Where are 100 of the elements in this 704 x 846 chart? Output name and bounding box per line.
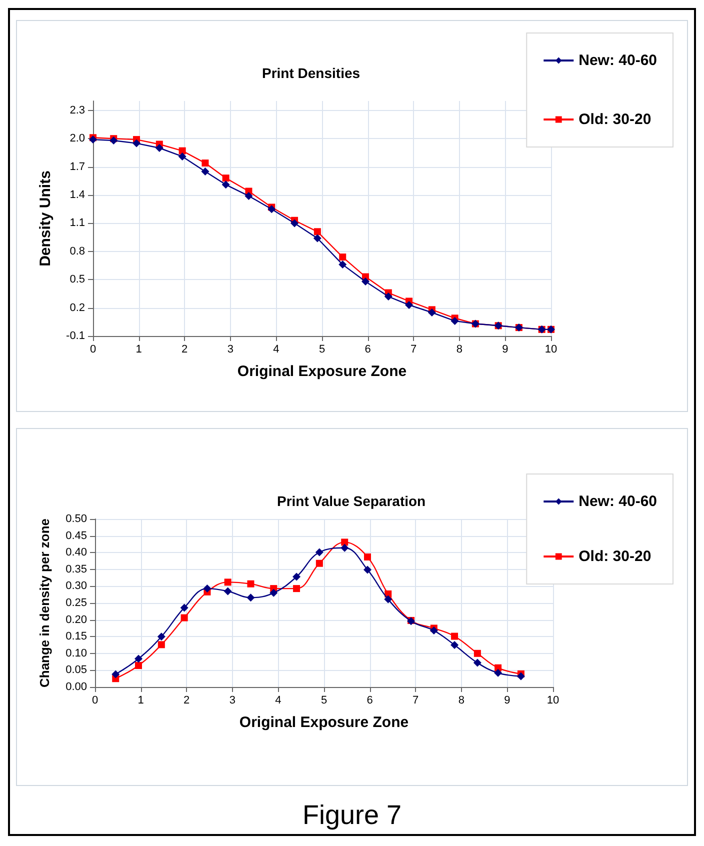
x-tick-label: 8: [458, 694, 464, 706]
y-tick-label: 0.05: [66, 664, 87, 676]
y-tick-label: 2.0: [70, 132, 85, 145]
x-tick-label: 10: [546, 694, 560, 706]
point: [384, 595, 392, 604]
point: [135, 662, 142, 669]
point: [338, 260, 347, 269]
caption: Figure 7: [301, 800, 403, 831]
point: [362, 277, 370, 286]
point: [292, 572, 301, 581]
y-tick-label: 0.8: [70, 245, 85, 258]
point: [405, 300, 414, 309]
x-axis-title: Original Exposure Zone: [237, 363, 407, 380]
point: [428, 308, 436, 316]
point: [270, 588, 278, 597]
point: [178, 152, 186, 160]
point: [246, 594, 255, 602]
point: [268, 205, 276, 214]
point: [316, 560, 323, 567]
point: [112, 670, 120, 678]
point: [293, 585, 300, 592]
x-tick-label: 9: [504, 694, 510, 706]
point: [314, 228, 321, 236]
point: [474, 650, 481, 657]
chart-title: Print Densities: [262, 65, 360, 81]
point: [339, 254, 346, 261]
point: [473, 658, 482, 667]
y-tick-label: 0.20: [66, 614, 87, 626]
x-tick-label: 7: [412, 694, 419, 706]
y-tick-label: 0.10: [66, 647, 87, 660]
y-tick-label: 0.30: [66, 580, 87, 592]
point: [290, 219, 299, 228]
point: [224, 578, 232, 586]
x-tick-label: 0: [92, 694, 98, 706]
point: [155, 144, 164, 152]
point: [364, 566, 372, 574]
y-tick-label: -0.1: [66, 330, 85, 342]
x-axis-title: Original Exposure Zone: [239, 714, 409, 731]
point: [158, 641, 165, 648]
x-tick-label: 6: [364, 344, 371, 356]
point: [222, 174, 230, 182]
legend-label: New: 40-60: [578, 52, 658, 69]
legend-label: New: 40-60: [578, 493, 658, 510]
x-tick-label: 0: [90, 344, 96, 356]
x-tick-label: 4: [275, 694, 282, 706]
point: [222, 180, 230, 189]
x-tick-label: 5: [318, 344, 326, 356]
y-tick-label: 0.25: [66, 597, 87, 609]
point: [430, 626, 438, 635]
point: [384, 292, 392, 301]
x-tick-label: 2: [182, 344, 188, 356]
point: [201, 168, 210, 176]
point: [451, 632, 458, 640]
point: [247, 580, 254, 588]
point: [516, 672, 525, 680]
y-tick-label: 2.3: [70, 104, 85, 116]
x-tick-label: 2: [184, 694, 190, 706]
point: [364, 553, 372, 560]
legend-label: Old: 30-20: [578, 111, 652, 128]
y-tick-label: 0.35: [66, 563, 87, 576]
x-tick-label: 5: [320, 694, 328, 706]
point: [340, 544, 349, 552]
x-tick-label: 4: [273, 344, 280, 356]
x-tick-label: 8: [456, 344, 462, 356]
point: [202, 160, 209, 167]
x-tick-label: 1: [136, 344, 142, 356]
y-axis-title: Change in density per zone: [37, 518, 52, 688]
y-tick-label: 0.00: [66, 681, 87, 693]
y-tick-label: 0.50: [66, 513, 87, 525]
point: [180, 604, 188, 612]
x-tick-label: 10: [544, 344, 558, 356]
point: [89, 136, 97, 144]
point: [132, 139, 141, 148]
y-tick-label: 0.45: [66, 530, 87, 542]
point: [134, 654, 143, 663]
point: [180, 614, 188, 622]
point: [315, 548, 324, 556]
y-tick-label: 1.4: [70, 189, 85, 201]
point: [157, 632, 166, 641]
point: [450, 316, 459, 325]
point: [203, 584, 212, 593]
point: [450, 641, 459, 649]
point: [313, 234, 322, 242]
x-tick-label: 3: [227, 344, 234, 356]
y-axis-title: Density Units: [37, 170, 54, 266]
x-tick-label: 7: [410, 344, 417, 356]
x-tick-label: 9: [502, 344, 508, 356]
y-tick-label: 1.1: [70, 217, 85, 230]
y-tick-label: 0.2: [70, 302, 85, 314]
x-tick-label: 1: [138, 694, 144, 706]
y-tick-label: 0.5: [70, 274, 85, 286]
legend-label: Old: 30-20: [578, 548, 652, 565]
y-tick-label: 0.40: [66, 546, 87, 559]
point: [494, 668, 502, 677]
x-tick-label: 3: [229, 694, 236, 706]
y-tick-label: 1.7: [70, 160, 85, 173]
point: [178, 147, 186, 154]
point: [224, 587, 232, 596]
x-tick-label: 6: [366, 694, 373, 706]
chart-title: Print Value Separation: [277, 493, 426, 509]
